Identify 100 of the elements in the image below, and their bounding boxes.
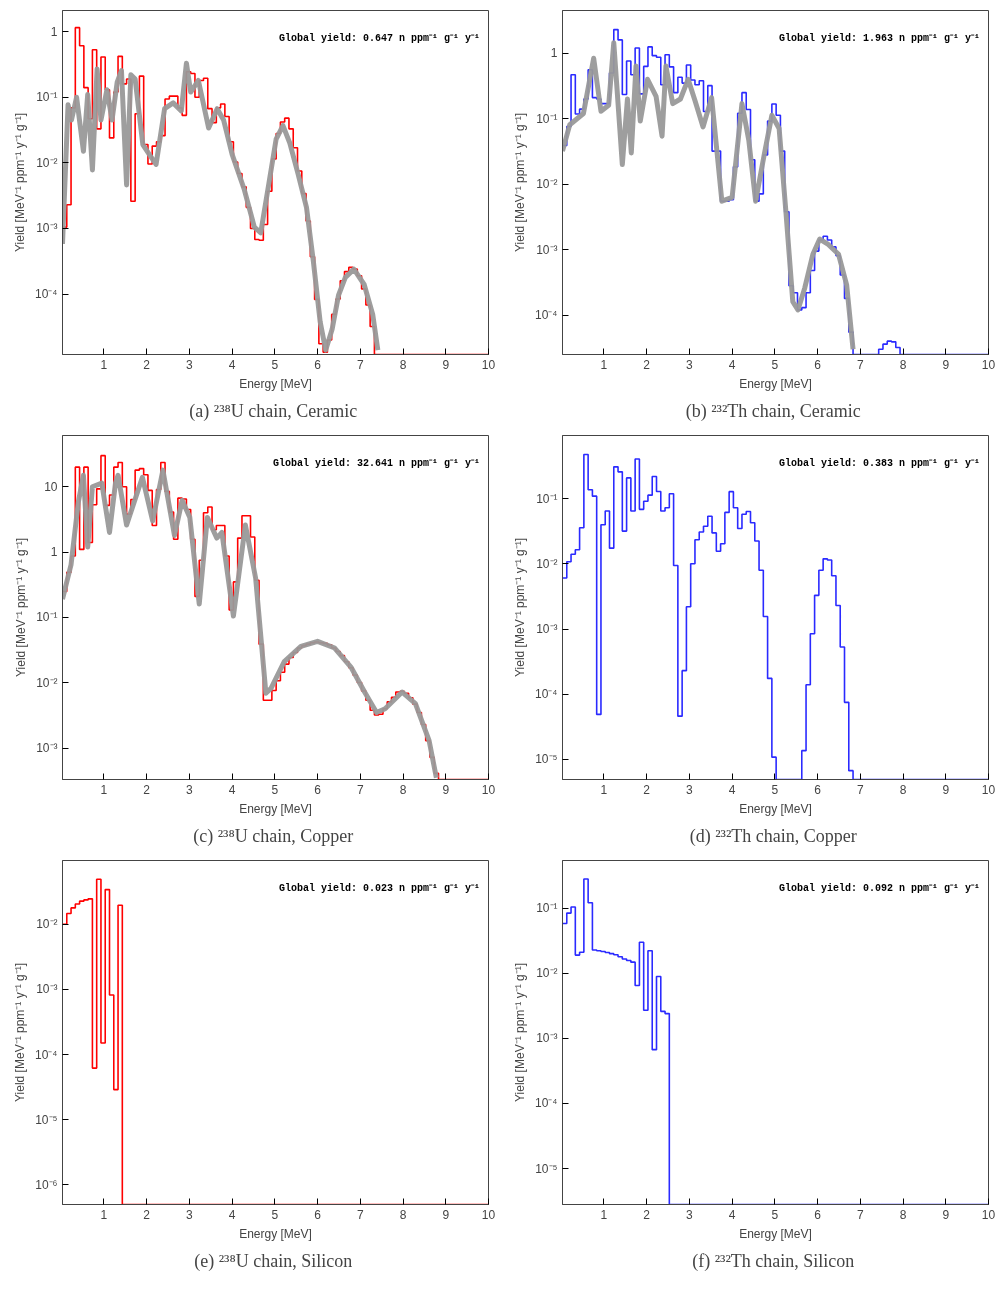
y-tick-label: 10⁻¹: [36, 610, 58, 625]
x-tick-label: 7: [356, 1207, 364, 1222]
x-tick-label: 4: [228, 1207, 236, 1222]
x-tick-label: 2: [643, 1207, 651, 1222]
x-axis-title: Energy [MeV]: [739, 376, 812, 391]
x-axis-title: Energy [MeV]: [739, 1226, 812, 1241]
x-tick-label: 9: [942, 357, 950, 372]
x-tick-label: 5: [771, 1207, 779, 1222]
x-tick-label: 6: [314, 357, 322, 372]
y-axis-title: Yield [MeV⁻¹ ppm⁻¹ y⁻¹ g⁻¹]: [13, 963, 27, 1102]
x-axis-title: Energy [MeV]: [239, 801, 312, 816]
x-tick-label: 8: [399, 1207, 407, 1222]
x-tick-label: 5: [771, 782, 779, 797]
y-tick-label: 1: [50, 24, 58, 39]
y-tick-label: 10⁻⁵: [35, 1112, 58, 1127]
y-tick-label: 10⁻⁴: [535, 308, 558, 323]
x-tick-label: 10: [481, 357, 496, 372]
x-tick-label: 3: [186, 1207, 194, 1222]
x-tick-label: 1: [100, 782, 108, 797]
y-axis-title: Yield [MeV⁻¹ ppm⁻¹ y⁻¹ g⁻¹]: [14, 538, 29, 677]
x-tick-label: 9: [442, 782, 450, 797]
text: (e) ²³⁸U chain, Silicon: [194, 1250, 353, 1272]
x-tick-label: 4: [228, 782, 236, 797]
x-tick-label: 1: [100, 1207, 108, 1222]
x-tick-label: 3: [686, 1207, 694, 1222]
y-tick-label: 10⁻⁶: [35, 1177, 58, 1192]
y-tick-label: 10⁻³: [36, 221, 58, 236]
y-axis-title: Yield [MeV⁻¹ ppm⁻¹ y⁻¹ g⁻¹]: [513, 963, 527, 1102]
x-tick-label: 6: [814, 782, 822, 797]
annotation: Global yield: 0.383 n ppm⁻¹ g⁻¹ y⁻¹: [778, 457, 980, 469]
x-tick-label: 10: [981, 1207, 996, 1222]
annotation: Global yield: 0.647 n ppm⁻¹ g⁻¹ y⁻¹: [278, 32, 480, 44]
y-tick-label: 10⁻¹: [536, 491, 558, 506]
x-tick-label: 5: [771, 357, 779, 372]
y-tick-label: 10⁻³: [36, 741, 58, 756]
x-tick-label: 1: [600, 782, 608, 797]
x-tick-label: 9: [442, 1207, 450, 1222]
x-tick-label: 10: [981, 357, 996, 372]
y-tick-label: 10⁻²: [36, 917, 58, 932]
x-tick-label: 6: [314, 782, 322, 797]
y-tick-label: 10⁻²: [536, 966, 558, 981]
y-tick-label: 10⁻¹: [536, 901, 558, 916]
x-tick-label: 5: [271, 782, 279, 797]
x-tick-label: 9: [442, 357, 450, 372]
x-tick-label: 1: [100, 357, 108, 372]
x-tick-label: 8: [899, 782, 907, 797]
x-tick-label: 8: [899, 1207, 907, 1222]
y-tick-label: 10⁻⁴: [35, 1047, 58, 1062]
text: (a) ²³⁸U chain, Ceramic: [189, 400, 358, 422]
x-tick-label: 10: [481, 782, 496, 797]
y-tick-label: 10⁻²: [36, 155, 58, 170]
y-tick-label: 1: [50, 545, 58, 560]
x-tick-label: 5: [271, 1207, 279, 1222]
annotation: Global yield: 0.023 n ppm⁻¹ g⁻¹ y⁻¹: [278, 882, 480, 894]
x-tick-label: 3: [686, 782, 694, 797]
x-tick-label: 1: [600, 1207, 608, 1222]
y-tick-label: 10⁻⁵: [535, 1161, 558, 1176]
y-tick-label: 10⁻³: [36, 982, 58, 997]
x-tick-label: 9: [942, 782, 950, 797]
y-tick-label: 10⁻²: [36, 675, 58, 690]
x-tick-label: 4: [728, 1207, 736, 1222]
x-tick-label: 1: [600, 357, 608, 372]
y-tick-label: 10⁻³: [536, 622, 558, 637]
y-tick-label: 10⁻⁴: [35, 287, 58, 302]
x-tick-label: 7: [856, 782, 864, 797]
x-tick-label: 4: [728, 782, 736, 797]
x-tick-label: 6: [314, 1207, 322, 1222]
y-tick-label: 10⁻²: [536, 556, 558, 571]
x-tick-label: 2: [643, 782, 651, 797]
y-tick-label: 10⁻⁴: [535, 687, 558, 702]
y-tick-label: 1: [550, 46, 558, 61]
x-tick-label: 2: [143, 1207, 151, 1222]
x-tick-label: 6: [814, 1207, 822, 1222]
text: (b) ²³²Th chain, Ceramic: [685, 400, 861, 422]
x-tick-label: 7: [856, 357, 864, 372]
x-axis-title: Energy [MeV]: [739, 801, 812, 816]
y-tick-label: 10⁻³: [536, 1031, 558, 1046]
x-tick-label: 4: [728, 357, 736, 372]
annotation: Global yield: 32.641 n ppm⁻¹ g⁻¹ y⁻¹: [272, 457, 480, 469]
x-tick-label: 6: [814, 357, 822, 372]
x-tick-label: 9: [942, 1207, 950, 1222]
y-tick-label: 10⁻¹: [36, 90, 58, 105]
y-axis-title: Yield [MeV⁻¹ ppm⁻¹ y⁻¹ g⁻¹]: [13, 113, 27, 252]
x-tick-label: 8: [399, 357, 407, 372]
text: (f) ²³²Th chain, Silicon: [692, 1250, 855, 1272]
x-axis-title: Energy [MeV]: [239, 1226, 312, 1241]
x-tick-label: 8: [899, 357, 907, 372]
y-tick-label: 10⁻⁴: [535, 1096, 558, 1111]
text: (c) ²³⁸U chain, Copper: [193, 825, 354, 847]
y-axis-title: Yield [MeV⁻¹ ppm⁻¹ y⁻¹ g⁻¹]: [513, 113, 527, 252]
text: (d) ²³²Th chain, Copper: [689, 825, 857, 847]
y-tick-label: 10: [44, 479, 58, 494]
annotation: Global yield: 0.092 n ppm⁻¹ g⁻¹ y⁻¹: [778, 882, 980, 894]
x-tick-label: 2: [143, 357, 151, 372]
annotation: Global yield: 1.963 n ppm⁻¹ g⁻¹ y⁻¹: [778, 32, 980, 44]
y-tick-label: 10⁻²: [536, 177, 558, 192]
y-tick-label: 10⁻³: [536, 242, 558, 257]
y-tick-label: 10⁻¹: [536, 111, 558, 126]
x-tick-label: 3: [186, 357, 194, 372]
x-tick-label: 2: [143, 782, 151, 797]
